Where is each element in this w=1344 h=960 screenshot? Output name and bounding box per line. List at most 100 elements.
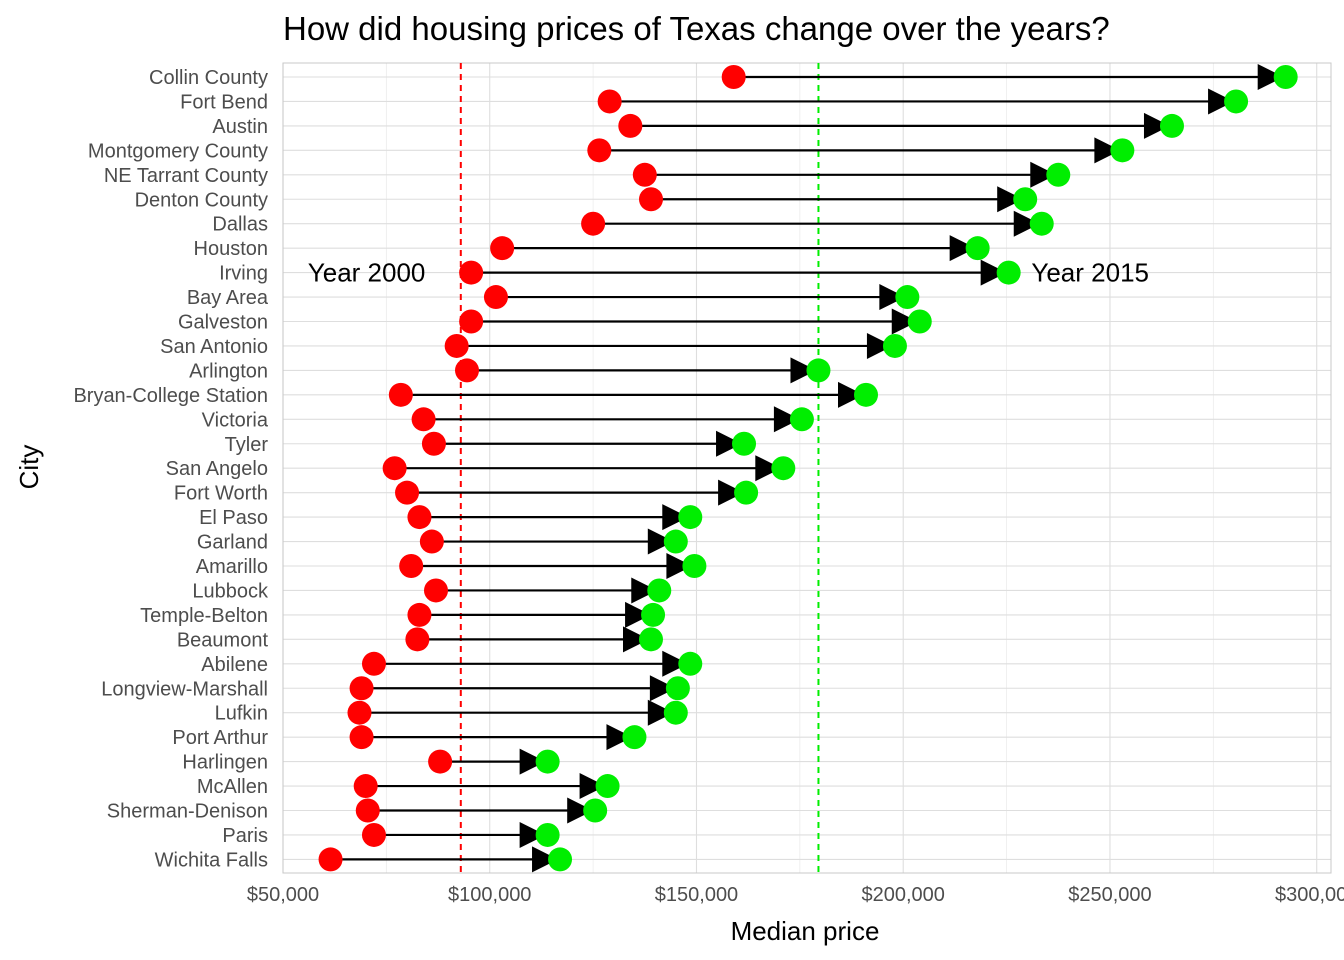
point-2000 [349, 725, 374, 750]
annotation-label: Year 2015 [1031, 258, 1149, 288]
arrowhead [790, 357, 817, 384]
point-2000 [459, 260, 484, 285]
x-tick-label: $50,000 [247, 884, 319, 906]
point-2000 [454, 358, 479, 383]
x-tick-label: $100,000 [448, 884, 531, 906]
point-2015 [548, 847, 573, 872]
point-2015 [734, 480, 759, 505]
point-2015 [854, 382, 879, 407]
arrowhead [649, 675, 676, 702]
point-2015 [1159, 113, 1184, 138]
point-2015 [907, 309, 932, 334]
arrowhead [718, 479, 745, 506]
point-2015 [638, 627, 663, 652]
point-2015 [663, 529, 688, 554]
arrowhead [1208, 88, 1235, 115]
point-2015 [583, 798, 608, 823]
arrowhead [567, 797, 594, 824]
y-tick-label: Wichita Falls [155, 849, 268, 871]
point-2000 [483, 285, 508, 310]
point-2015 [663, 700, 688, 725]
data-points [318, 65, 1298, 872]
arrowhead [606, 724, 633, 751]
arrowhead [666, 553, 693, 579]
point-2000 [638, 187, 663, 212]
y-tick-label: McAllen [197, 776, 268, 798]
arrowhead [997, 186, 1024, 213]
y-axis-title: City [14, 445, 44, 490]
arrowhead [1030, 161, 1057, 188]
y-tick-label: Fort Bend [180, 91, 268, 113]
point-2015 [678, 505, 703, 530]
point-2015 [622, 725, 647, 750]
point-2000 [349, 676, 374, 701]
chart-title: How did housing prices of Texas change o… [283, 10, 1110, 47]
y-tick-label: Port Arthur [172, 727, 268, 749]
point-2000 [395, 480, 420, 505]
point-2000 [318, 847, 343, 872]
y-tick-label: San Antonio [160, 336, 268, 358]
plot-panel [282, 62, 1332, 874]
point-2015 [665, 676, 690, 701]
point-2000 [353, 774, 378, 799]
y-tick-label: Austin [212, 116, 268, 138]
point-2000 [618, 113, 643, 138]
x-tick-label: $250,000 [1068, 884, 1151, 906]
y-tick-label: Houston [194, 238, 269, 260]
point-2000 [347, 700, 372, 725]
arrowhead [579, 773, 606, 800]
arrowhead [631, 577, 658, 604]
x-tick-label: $200,000 [862, 884, 945, 906]
arrowhead [980, 259, 1007, 286]
arrowhead [755, 455, 782, 482]
point-2000 [405, 627, 430, 652]
point-2015 [535, 822, 560, 847]
y-tick-label: Bay Area [187, 287, 269, 309]
y-tick-label: Lubbock [192, 580, 269, 602]
point-2015 [1273, 65, 1298, 89]
change-arrows [330, 64, 1284, 873]
point-2015 [996, 260, 1021, 285]
point-2015 [535, 749, 560, 774]
point-2015 [678, 651, 703, 676]
arrowhead [716, 430, 743, 457]
arrowhead [532, 846, 559, 873]
point-2000 [632, 162, 657, 187]
point-2000 [388, 382, 413, 407]
point-2000 [399, 554, 424, 578]
y-tick-label: Paris [222, 825, 268, 847]
arrowhead [625, 601, 652, 628]
point-2000 [459, 309, 484, 334]
point-2000 [407, 505, 432, 530]
point-2000 [421, 431, 446, 456]
y-tick-label: Fort Worth [174, 483, 268, 505]
point-2000 [721, 65, 746, 89]
point-2000 [581, 211, 606, 236]
arrowhead [519, 821, 546, 848]
y-tick-label: Tyler [225, 434, 269, 456]
y-tick-label: Abilene [201, 654, 268, 676]
y-tick-label: NE Tarrant County [104, 165, 268, 187]
point-2000 [490, 236, 515, 261]
arrowhead [1094, 137, 1121, 164]
point-2015 [1029, 211, 1054, 236]
point-2000 [597, 89, 622, 114]
point-2000 [444, 333, 469, 358]
point-2000 [587, 138, 612, 163]
point-2000 [382, 456, 407, 481]
arrowhead [1013, 210, 1040, 237]
point-2015 [1046, 162, 1071, 187]
point-2015 [882, 333, 907, 358]
point-2015 [732, 431, 757, 456]
arrowhead [949, 235, 976, 262]
annotations: Year 2000 Year 2015 [308, 258, 1149, 288]
point-2015 [641, 602, 666, 627]
y-tick-label: Sherman-Denison [107, 801, 268, 823]
point-2015 [1224, 89, 1249, 114]
point-2015 [647, 578, 672, 603]
arrowhead [622, 626, 649, 653]
x-tick-label: $300,000 [1275, 884, 1344, 906]
point-2000 [411, 407, 436, 432]
x-tick-label: $150,000 [655, 884, 738, 906]
